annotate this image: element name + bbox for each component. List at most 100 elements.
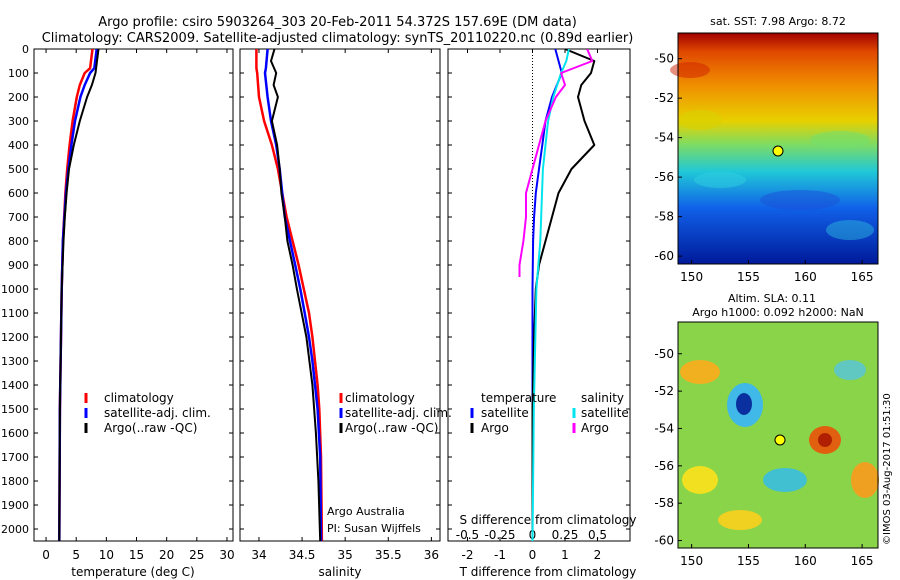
series-line-satellite-adj-clim- bbox=[58, 49, 98, 541]
sst-blob bbox=[670, 62, 710, 78]
temperature-tick-label: 10 bbox=[99, 548, 114, 562]
depth-tick-label: 100 bbox=[8, 67, 29, 80]
salinity-legend: climatology satellite-adj. clim. Argo(..… bbox=[339, 391, 452, 435]
map-lat-tick-label: -52 bbox=[654, 91, 674, 105]
s-difference-label: S difference from climatology bbox=[460, 513, 637, 527]
depth-tick-label: 1300 bbox=[1, 355, 29, 368]
depth-tick-label: 1700 bbox=[1, 451, 29, 464]
map-lon-tick-label: 160 bbox=[794, 554, 817, 568]
depth-tick-label: 600 bbox=[8, 187, 29, 200]
salinity-tick-label: 36 bbox=[424, 548, 439, 562]
sla-blob bbox=[818, 433, 832, 447]
credit-pi: PI: Susan Wijffels bbox=[327, 522, 421, 535]
map-lat-tick-label: -60 bbox=[654, 249, 674, 263]
sla-blob bbox=[680, 360, 720, 384]
legend-climatology: climatology bbox=[104, 391, 174, 405]
temperature-legend: climatology satellite-adj. clim. Argo(..… bbox=[84, 391, 211, 435]
legend-temperature-heading: temperature bbox=[481, 391, 556, 405]
sla-map-title-line2: Argo h1000: 0.092 h2000: NaN bbox=[692, 306, 864, 319]
salinity-tick-label: 34 bbox=[251, 548, 266, 562]
depth-tick-label: 1900 bbox=[1, 499, 29, 512]
legend-s-satellite: satellite bbox=[581, 406, 629, 420]
series-line-salinity-argo bbox=[518, 49, 594, 277]
series-line-satellite-adj-clim- bbox=[263, 49, 323, 541]
map-lat-tick-label: -50 bbox=[654, 52, 674, 66]
map-lon-tick-label: 150 bbox=[680, 270, 703, 284]
difference-legend: temperature salinity satellite Argo sate… bbox=[470, 391, 629, 435]
salinity-axis-label: salinity bbox=[318, 565, 361, 579]
series-line-salinity-satellite bbox=[531, 49, 570, 541]
s-difference-tick-label: 0.5 bbox=[588, 528, 607, 542]
temperature-tick-label: 5 bbox=[72, 548, 80, 562]
temperature-tick-label: 0 bbox=[42, 548, 50, 562]
depth-tick-label: 1600 bbox=[1, 427, 29, 440]
temperature-axis-label: temperature (deg C) bbox=[71, 565, 194, 579]
sla-map bbox=[677, 321, 879, 549]
difference-tick-label: 1 bbox=[561, 548, 569, 562]
series-line-climatology bbox=[255, 49, 324, 541]
depth-tick-label: 2000 bbox=[1, 523, 29, 536]
sla-blob bbox=[763, 468, 807, 492]
sst-blob bbox=[826, 220, 874, 240]
map-lat-tick-label: -56 bbox=[654, 170, 674, 184]
depth-tick-label: 0 bbox=[22, 43, 29, 56]
map-lon-tick-label: 150 bbox=[680, 554, 703, 568]
salinity-panel-frame bbox=[239, 48, 441, 542]
map-lon-tick-label: 155 bbox=[737, 554, 760, 568]
sla-blob bbox=[736, 393, 752, 415]
map-lat-tick-label: -52 bbox=[654, 384, 674, 398]
map-lon-tick-label: 165 bbox=[851, 554, 874, 568]
map-lat-tick-label: -54 bbox=[654, 421, 674, 435]
argo-float-marker bbox=[772, 145, 784, 157]
depth-tick-label: 1800 bbox=[1, 475, 29, 488]
sst-map-title: sat. SST: 7.98 Argo: 8.72 bbox=[710, 15, 846, 28]
credit-argo-australia: Argo Australia bbox=[327, 505, 405, 518]
map-lon-tick-label: 165 bbox=[851, 270, 874, 284]
argo-float-marker bbox=[774, 434, 786, 446]
series-line-temperature-argo bbox=[531, 49, 596, 541]
difference-tick-label: -1 bbox=[494, 548, 506, 562]
temperature-tick-label: 30 bbox=[219, 548, 234, 562]
depth-tick-label: 500 bbox=[8, 163, 29, 176]
difference-tick-label: 2 bbox=[594, 548, 602, 562]
depth-tick-label: 200 bbox=[8, 91, 29, 104]
legend-t-satellite: satellite bbox=[481, 406, 529, 420]
legend-satellite: satellite-adj. clim. bbox=[104, 406, 211, 420]
sst-blob bbox=[678, 110, 722, 130]
salinity-tick-label: 34.5 bbox=[289, 548, 316, 562]
depth-tick-label: 1100 bbox=[1, 307, 29, 320]
sla-map-title-line1: Altim. SLA: 0.11 bbox=[728, 292, 816, 305]
sla-map-frame bbox=[677, 321, 879, 549]
map-lat-tick-label: -56 bbox=[654, 459, 674, 473]
map-lat-tick-label: -58 bbox=[654, 210, 674, 224]
depth-tick-label: 800 bbox=[8, 235, 29, 248]
depth-tick-label: 300 bbox=[8, 115, 29, 128]
series-line-argo-raw-qc- bbox=[58, 49, 100, 541]
legend-argo: Argo(..raw -QC) bbox=[345, 421, 438, 435]
sst-blob bbox=[810, 131, 870, 149]
depth-tick-label: 1400 bbox=[1, 379, 29, 392]
depth-tick-label: 1500 bbox=[1, 403, 29, 416]
temperature-tick-label: 20 bbox=[159, 548, 174, 562]
legend-climatology: climatology bbox=[345, 391, 415, 405]
difference-tick-label: 0 bbox=[529, 548, 537, 562]
depth-tick-label: 1000 bbox=[1, 283, 29, 296]
timestamp-stamp: ©IMOS 03-Aug-2017 01:51:30 bbox=[882, 393, 893, 545]
s-difference-tick-label: 0.25 bbox=[552, 528, 579, 542]
series-line-argo-raw-qc- bbox=[270, 49, 322, 541]
legend-s-argo: Argo bbox=[581, 421, 609, 435]
legend-argo: Argo(..raw -QC) bbox=[104, 421, 197, 435]
sla-blob bbox=[851, 462, 879, 498]
sst-blob bbox=[694, 172, 746, 188]
difference-axis-label: T difference from climatology bbox=[459, 565, 637, 579]
depth-tick-label: 900 bbox=[8, 259, 29, 272]
legend-t-argo: Argo bbox=[481, 421, 509, 435]
depth-tick-label: 700 bbox=[8, 211, 29, 224]
temperature-tick-label: 15 bbox=[129, 548, 144, 562]
chart-title-line2: Climatology: CARS2009. Satellite-adjuste… bbox=[41, 31, 634, 46]
salinity-tick-label: 35 bbox=[338, 548, 353, 562]
sst-map-frame bbox=[677, 32, 879, 265]
s-difference-tick-label: -0.25 bbox=[484, 528, 515, 542]
depth-tick-label: 1200 bbox=[1, 331, 29, 344]
